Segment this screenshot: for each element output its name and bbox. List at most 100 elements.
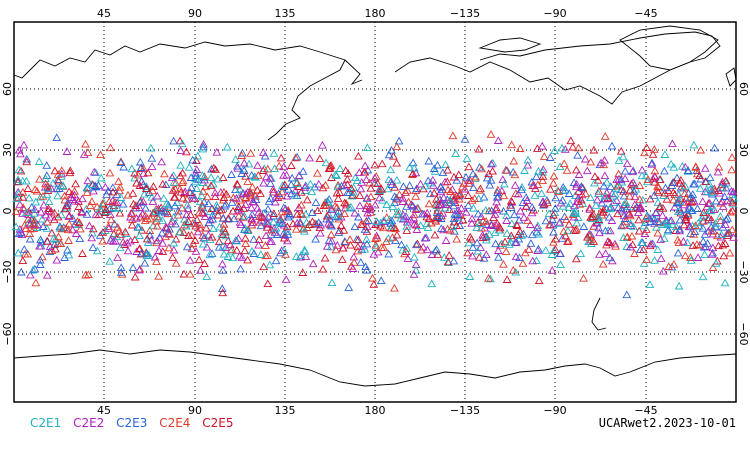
observation-marker [13, 177, 23, 186]
observation-marker [619, 233, 628, 242]
observation-marker [381, 237, 391, 245]
observation-marker [222, 142, 232, 151]
observation-marker [569, 208, 579, 217]
observation-marker [157, 206, 166, 215]
observation-marker [266, 194, 276, 202]
observation-marker [438, 168, 448, 177]
observation-marker [563, 237, 572, 246]
observation-marker [614, 174, 624, 183]
observation-marker [405, 181, 415, 189]
observation-marker [679, 220, 689, 229]
lat-label-right: 0 [737, 208, 750, 215]
observation-marker [362, 227, 372, 235]
observation-marker [194, 255, 204, 264]
observation-marker [305, 153, 314, 162]
observation-marker [554, 187, 563, 196]
observation-marker [340, 198, 349, 207]
observation-marker [165, 224, 174, 233]
observation-marker [112, 232, 122, 241]
observation-marker [199, 142, 208, 151]
observation-marker [361, 204, 371, 213]
observation-marker [212, 147, 222, 156]
observation-marker [555, 217, 565, 226]
observation-marker [145, 226, 155, 234]
observation-marker [135, 265, 144, 274]
observation-marker [522, 196, 532, 205]
observation-marker [600, 171, 610, 180]
observation-marker [168, 253, 177, 261]
observation-marker [578, 183, 588, 192]
observation-marker [718, 177, 727, 186]
observation-marker [718, 202, 728, 210]
observation-marker [706, 206, 716, 215]
observation-marker [217, 229, 227, 238]
observation-marker [43, 237, 52, 245]
observation-marker [668, 139, 677, 148]
observation-marker [47, 228, 57, 237]
observation-marker [585, 203, 594, 212]
observation-marker [228, 253, 237, 262]
observation-marker [557, 234, 567, 242]
observation-marker [22, 154, 32, 163]
observation-marker [236, 206, 246, 215]
observation-marker [106, 215, 116, 224]
observation-marker [130, 235, 140, 244]
observation-marker [236, 220, 246, 229]
observation-marker [261, 231, 271, 240]
observation-marker [485, 230, 494, 238]
observation-marker [488, 166, 497, 175]
observation-marker [91, 168, 101, 177]
observation-marker [105, 256, 115, 265]
observation-marker [509, 210, 519, 219]
observation-marker [559, 159, 569, 168]
observation-marker [345, 203, 354, 212]
observation-marker [342, 200, 351, 209]
observation-marker [622, 232, 632, 241]
legend-item-c2e5: C2E5 [202, 416, 234, 430]
observation-marker [376, 276, 386, 285]
observation-marker [360, 161, 370, 170]
observation-marker [105, 168, 115, 177]
observation-marker [362, 201, 372, 210]
observation-marker [366, 183, 376, 192]
observation-marker [318, 140, 327, 149]
observation-marker [75, 218, 84, 227]
observation-marker [308, 259, 318, 268]
observation-marker [437, 200, 446, 209]
observation-marker [499, 259, 508, 268]
observation-marker [502, 216, 511, 224]
observation-marker [146, 143, 156, 152]
observation-marker [562, 215, 571, 224]
observation-marker [343, 188, 352, 196]
observation-marker [544, 209, 554, 218]
observation-marker [201, 223, 211, 232]
observation-marker [499, 206, 508, 215]
coast-north-america [394, 31, 721, 105]
observation-marker [707, 250, 717, 258]
observation-marker [616, 146, 626, 155]
observation-marker [473, 209, 483, 218]
observation-marker [89, 186, 98, 195]
observation-marker [572, 179, 582, 188]
observation-marker [634, 215, 644, 224]
observation-marker [143, 168, 153, 177]
observation-marker [114, 177, 123, 185]
observation-marker [650, 214, 659, 223]
observation-marker [256, 221, 266, 230]
observation-marker [265, 173, 275, 182]
observation-marker [573, 150, 582, 159]
observation-marker [721, 220, 730, 228]
observation-marker [474, 144, 484, 153]
observation-marker [487, 206, 496, 215]
observation-marker [302, 195, 312, 204]
observation-marker [485, 180, 495, 189]
observation-marker [215, 222, 225, 231]
observation-marker [316, 220, 326, 229]
observation-marker [693, 204, 702, 212]
observation-marker [292, 209, 302, 218]
observation-marker [723, 213, 732, 222]
observation-marker [353, 242, 363, 251]
observation-marker [622, 159, 632, 168]
observation-marker [545, 220, 554, 229]
observation-marker [198, 239, 208, 248]
